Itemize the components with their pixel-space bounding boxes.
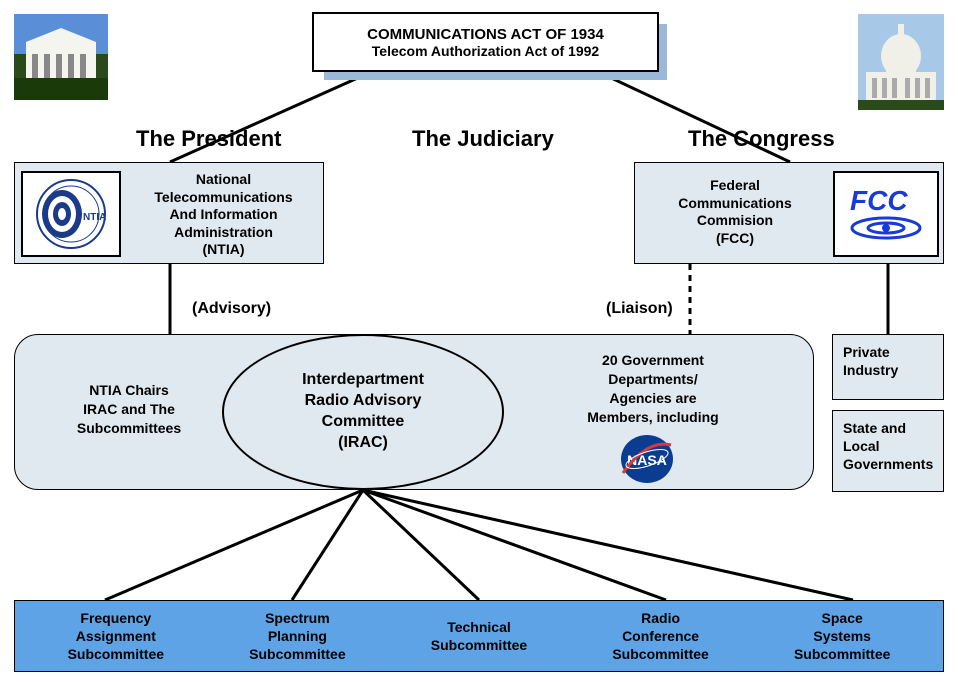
svg-text:FCC: FCC bbox=[850, 185, 908, 216]
ntia-text: NationalTelecommunicationsAnd Informatio… bbox=[131, 171, 316, 259]
advisory-label: (Advisory) bbox=[192, 300, 271, 318]
law-box: COMMUNICATIONS ACT OF 1934 Telecom Autho… bbox=[312, 12, 659, 72]
ntia-logo-icon: NTIA bbox=[28, 178, 114, 250]
subcommittee-item: SpectrumPlanningSubcommittee bbox=[207, 609, 389, 664]
branch-president: The President bbox=[136, 126, 281, 152]
nasa-logo-icon: NASA bbox=[619, 433, 675, 490]
diagram-stage: COMMUNICATIONS ACT OF 1934 Telecom Autho… bbox=[0, 0, 958, 682]
whitehouse-image bbox=[14, 14, 108, 100]
fcc-box: FederalCommunicationsCommision(FCC) FCC bbox=[634, 162, 944, 264]
ntia-logo-slot: NTIA bbox=[21, 171, 121, 257]
subcommittee-item: TechnicalSubcommittee bbox=[388, 618, 570, 654]
state-local-gov-box: State andLocalGovernments bbox=[832, 410, 944, 492]
fcc-logo-slot: FCC bbox=[833, 171, 939, 257]
law-line2: Telecom Authorization Act of 1992 bbox=[314, 43, 657, 59]
subcommittee-item: SpaceSystemsSubcommittee bbox=[751, 609, 933, 664]
fcc-text: FederalCommunicationsCommision(FCC) bbox=[645, 177, 825, 247]
liaison-label: (Liaison) bbox=[606, 300, 673, 318]
irac-ellipse-text: InterdepartmentRadio AdvisoryCommittee(I… bbox=[302, 370, 424, 453]
branch-judiciary: The Judiciary bbox=[412, 126, 554, 152]
svg-text:NTIA: NTIA bbox=[83, 212, 106, 223]
branch-congress: The Congress bbox=[688, 126, 835, 152]
fcc-logo-icon: FCC bbox=[840, 178, 932, 250]
law-line1: COMMUNICATIONS ACT OF 1934 bbox=[314, 26, 657, 43]
irac-left-text: NTIA ChairsIRAC and TheSubcommittees bbox=[49, 381, 209, 438]
ntia-box: NTIA NationalTelecommunicationsAnd Infor… bbox=[14, 162, 324, 264]
irac-right-text: 20 GovernmentDepartments/Agencies areMem… bbox=[553, 351, 753, 427]
subcommittee-item: RadioConferenceSubcommittee bbox=[570, 609, 752, 664]
private-industry-box: PrivateIndustry bbox=[832, 334, 944, 400]
subcommittee-bar: FrequencyAssignmentSubcommitteeSpectrumP… bbox=[14, 600, 944, 672]
irac-ellipse: InterdepartmentRadio AdvisoryCommittee(I… bbox=[222, 334, 504, 490]
capitol-image bbox=[858, 14, 944, 110]
subcommittee-item: FrequencyAssignmentSubcommittee bbox=[25, 609, 207, 664]
